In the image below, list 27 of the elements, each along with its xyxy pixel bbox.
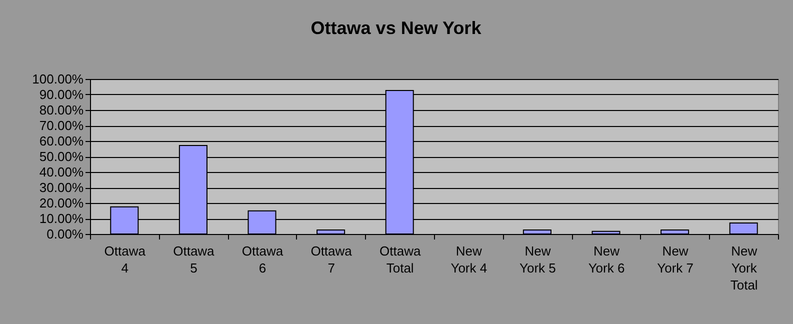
y-tick-label: 40.00% xyxy=(39,164,84,180)
y-tick-label: 20.00% xyxy=(39,196,84,210)
x-tick-label: New York Total xyxy=(730,244,758,292)
y-tick-label: 80.00% xyxy=(39,102,84,118)
y-tick-label: 60.00% xyxy=(39,134,84,148)
y-tick-label: 0.00% xyxy=(46,226,84,242)
x-tick-label: New York 7 xyxy=(657,244,694,276)
y-tick-label: 30.00% xyxy=(39,180,84,195)
y-tick-label: 50.00% xyxy=(39,149,84,164)
y-tick-label: 90.00% xyxy=(39,87,84,102)
x-tick-label: Ottawa 5 xyxy=(173,244,216,276)
bar xyxy=(316,229,346,234)
bar xyxy=(729,222,758,234)
y-tick-label: 10.00% xyxy=(39,211,84,226)
x-tick-label: Ottawa Total xyxy=(380,244,422,276)
x-tick-label: Ottawa 4 xyxy=(104,244,146,276)
y-tick-label: 70.00% xyxy=(39,118,84,133)
x-tick-label: New York 6 xyxy=(588,244,625,276)
x-tick-label: Ottawa 7 xyxy=(310,244,353,276)
x-tick-label: New York 5 xyxy=(520,244,556,276)
y-tick-label: 100.00% xyxy=(32,72,84,86)
x-tick-label: Ottawa 6 xyxy=(242,244,284,276)
x-tick-label: New York 4 xyxy=(450,244,488,276)
chart-title: Ottawa vs New York xyxy=(310,18,482,38)
bar xyxy=(592,230,620,234)
bar xyxy=(660,229,690,234)
bar xyxy=(522,229,552,234)
